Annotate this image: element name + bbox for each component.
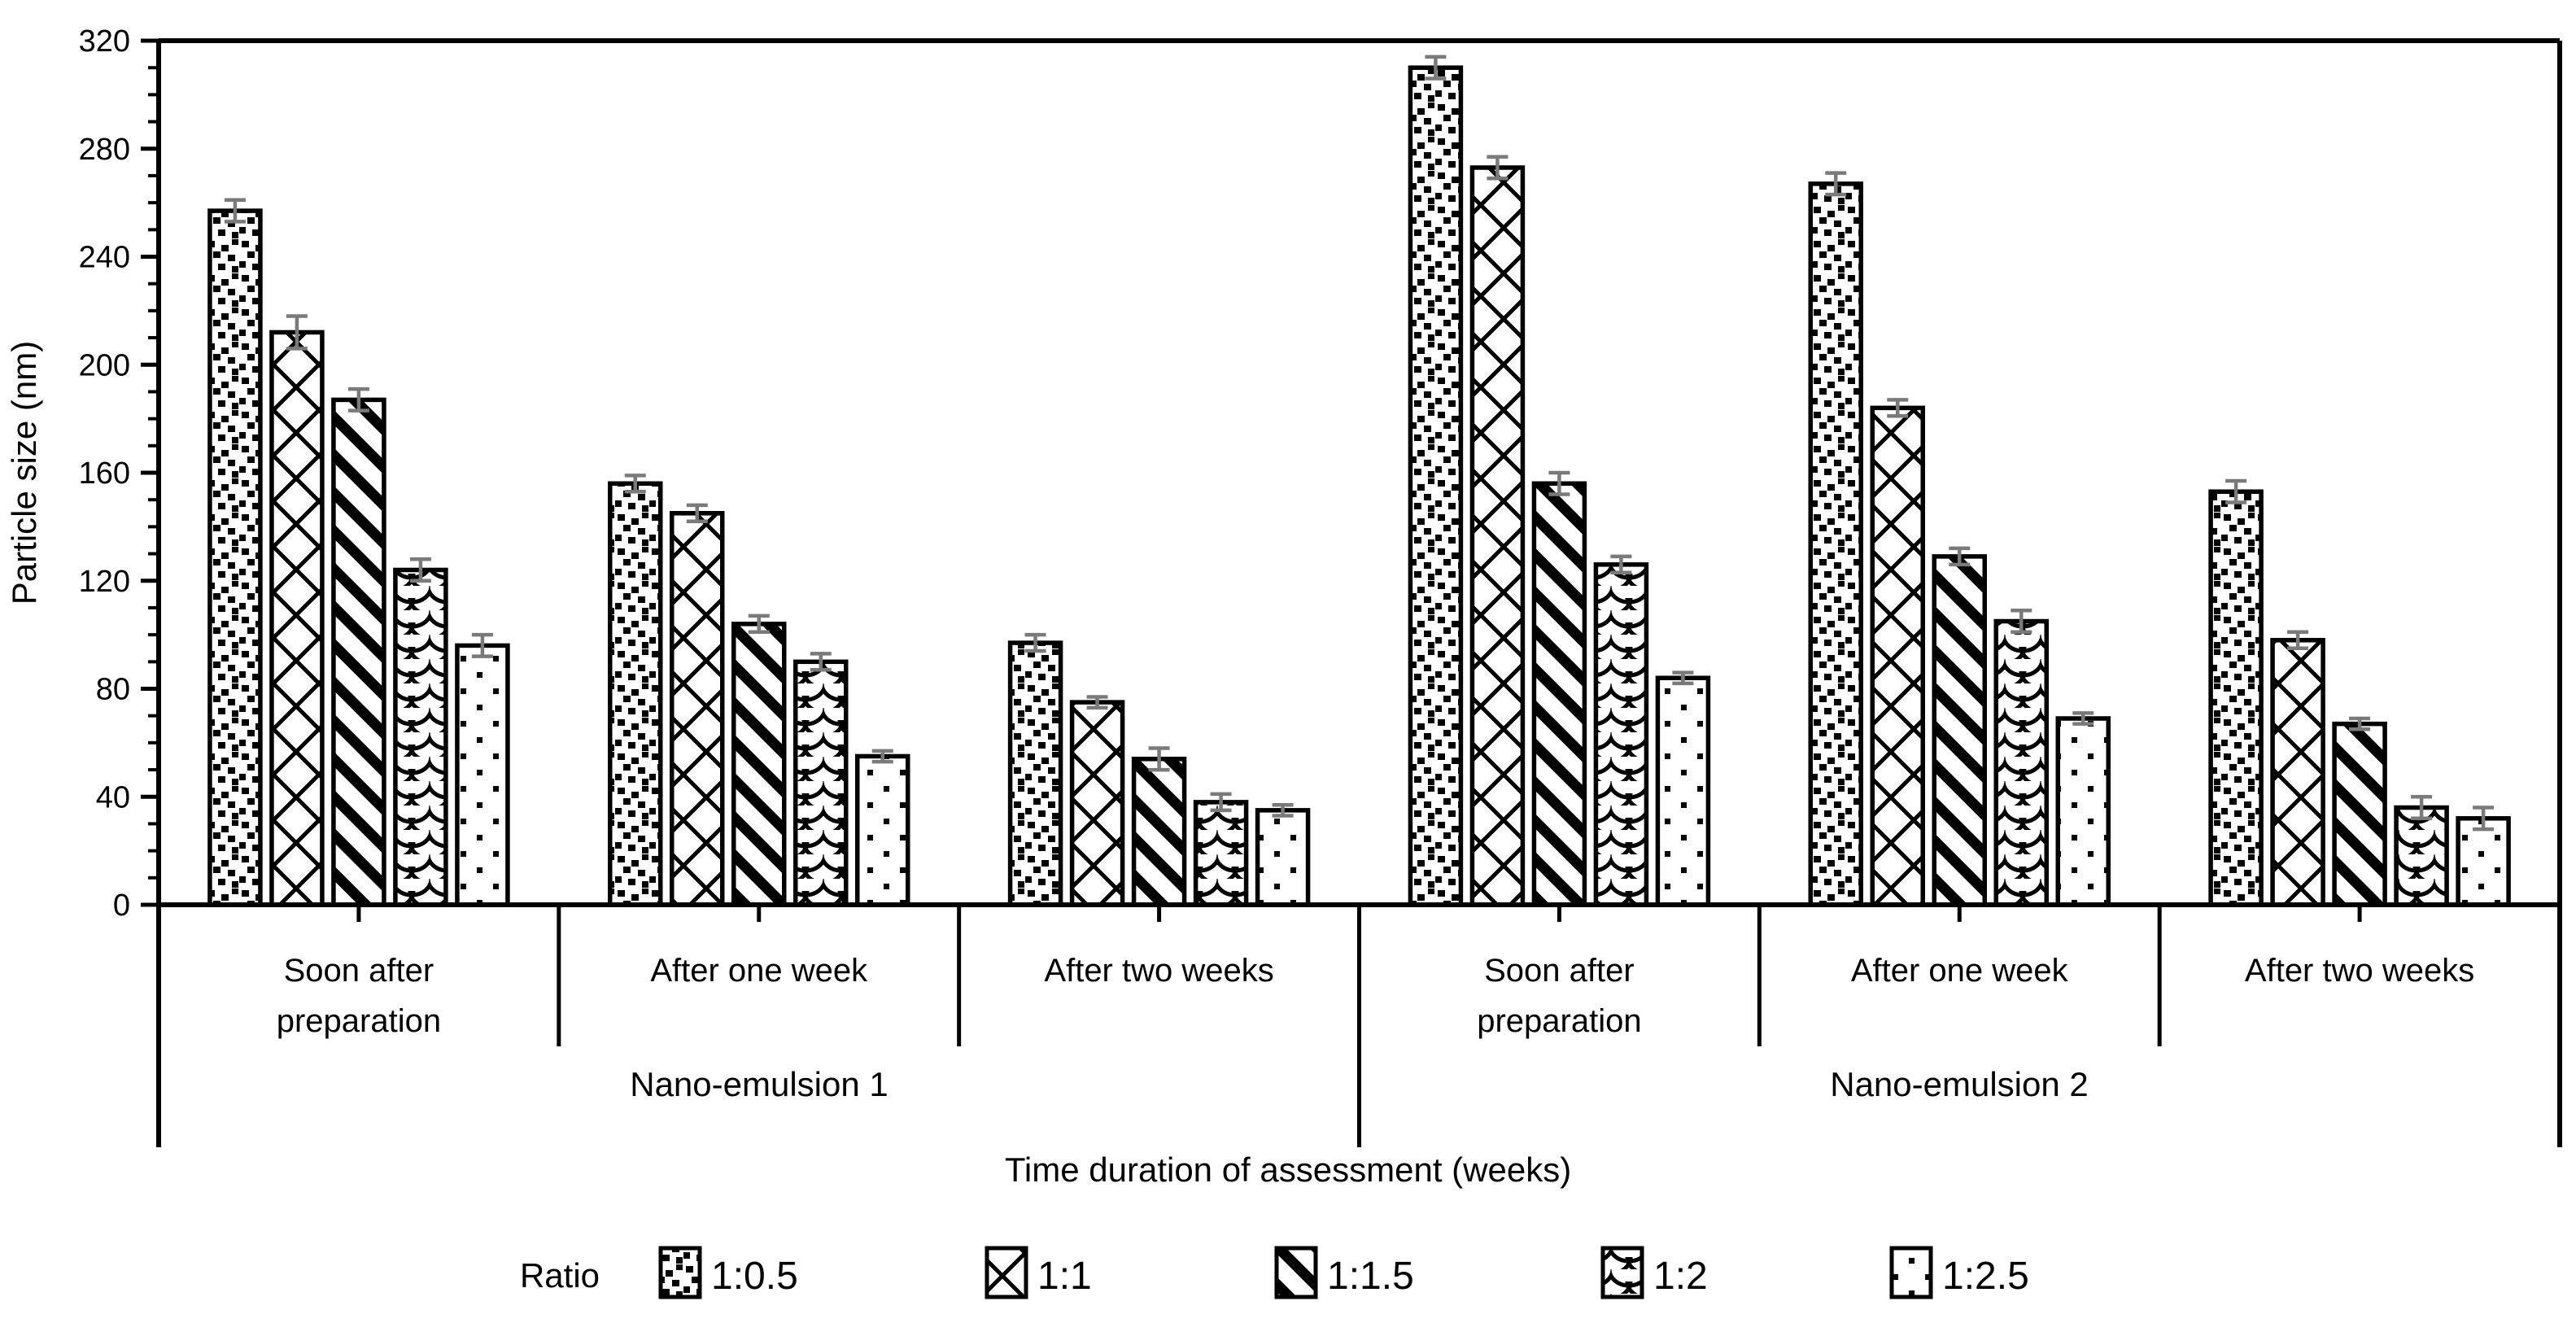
error-bar (1548, 470, 1570, 496)
bar-crosshatch (1469, 165, 1526, 907)
error-bar (1148, 746, 1170, 772)
category-label: After two weeks (2245, 953, 2474, 989)
bar-fish-scale (1993, 618, 2049, 907)
bar-sparse-dots (1655, 675, 1711, 907)
legend-label: 1:2 (1653, 1255, 1708, 1298)
error-bar (1272, 802, 1294, 818)
bar-crosshatch (2270, 638, 2325, 907)
error-bar (748, 613, 770, 635)
error-bar (686, 503, 708, 523)
plot-area: 0 40 80 120 160 200 240 280 320 Soon after prepara… (79, 24, 2562, 1147)
bar-diagonal-stripes (1131, 757, 1187, 907)
legend-swatch-crosshatch-icon (985, 1246, 1028, 1299)
y-tick-label: 120 (79, 565, 130, 599)
bar-diagonal-stripes (1932, 554, 1987, 907)
error-bar (286, 314, 308, 351)
error-bar (871, 749, 893, 764)
bar-sparse-dots (855, 753, 910, 907)
bar-crosshatch (670, 511, 725, 907)
legend-swatch-sparse-dots-icon (1889, 1246, 1933, 1299)
y-tick-label: 200 (79, 348, 130, 382)
bar-diagonal-stripes (731, 622, 787, 907)
legend-label: 1:2.5 (1942, 1255, 2029, 1298)
y-tick-label: 40 (96, 780, 130, 814)
legend-label: 1:1 (1037, 1255, 1092, 1298)
legend-label: 1:0.5 (711, 1255, 798, 1298)
error-bar (1425, 55, 1447, 81)
error-bar (1086, 695, 1108, 710)
category-label: Soon after preparation (277, 953, 441, 1039)
error-bar (1887, 398, 1909, 418)
bar-dense-dots (2208, 489, 2264, 907)
error-bar (471, 632, 493, 658)
bar-crosshatch (1870, 405, 1925, 907)
error-bar (409, 557, 431, 583)
error-bar (2349, 716, 2371, 731)
bar-fish-scale (1193, 800, 1249, 907)
legend-swatch-dense-dots-icon (658, 1246, 702, 1299)
bar-fish-scale (793, 659, 849, 907)
y-tick-label: 240 (79, 241, 130, 275)
y-tick-label: 160 (79, 456, 130, 491)
error-bar (1210, 792, 1232, 813)
error-bar (1825, 171, 1847, 197)
bar-fish-scale (393, 567, 448, 907)
error-bar (1949, 546, 1971, 567)
legend-title: Ratio (520, 1256, 600, 1295)
y-tick-label: 80 (96, 673, 130, 707)
bar-dense-dots (207, 208, 263, 907)
legend-swatch-diagonal-stripes-icon (1274, 1246, 1318, 1299)
error-bar (810, 652, 832, 672)
bar-diagonal-stripes (1531, 481, 1587, 907)
category-label: Soon after preparation (1477, 953, 1641, 1039)
category-label: After two weeks (1044, 953, 1273, 989)
error-bar (1024, 632, 1046, 653)
error-bar (624, 474, 646, 494)
bar-diagonal-stripes (331, 397, 386, 907)
error-bar (224, 198, 246, 224)
error-bar (2225, 478, 2247, 504)
bar-sparse-dots (2055, 716, 2111, 907)
error-bar (2473, 806, 2495, 832)
group-label-nano-emulsion-2: Nano-emulsion 2 (1830, 1065, 2089, 1103)
y-tick-label: 0 (113, 889, 130, 923)
category-label: After one week (1851, 953, 2069, 989)
bar-dense-dots (1007, 640, 1063, 907)
y-axis-title: Particle size (nm) (5, 341, 43, 605)
error-bar (1672, 670, 1694, 686)
bar-dense-dots (608, 481, 663, 907)
category-label: After one week (650, 953, 868, 989)
bar-sparse-dots (455, 643, 510, 907)
bar-diagonal-stripes (2332, 721, 2387, 907)
error-bar (347, 386, 369, 413)
error-bar (1487, 155, 1508, 181)
error-bar (2411, 795, 2433, 821)
bar-fish-scale (1593, 562, 1649, 907)
legend: Ratio 1:0.5 1:1 1:1.5 1:2 1:2.5 (520, 1246, 2029, 1299)
bar-sparse-dots (1255, 808, 1311, 907)
x-axis-title: Time duration of assessment (weeks) (1005, 1151, 1571, 1189)
error-bar (2011, 609, 2032, 635)
y-tick-label: 320 (79, 24, 130, 59)
bar-sparse-dots (2456, 816, 2511, 907)
error-bar (1610, 554, 1632, 575)
bar-dense-dots (1408, 65, 1464, 907)
legend-swatch-fish-scale-icon (1600, 1246, 1644, 1299)
bar-fish-scale (2394, 805, 2449, 907)
bar-dense-dots (1808, 181, 1863, 907)
bar-crosshatch (269, 330, 325, 907)
group-label-nano-emulsion-1: Nano-emulsion 1 (630, 1065, 889, 1103)
error-bar (2287, 630, 2309, 650)
y-tick-label: 280 (79, 133, 130, 167)
legend-label: 1:1.5 (1327, 1255, 1414, 1298)
bar-crosshatch (1069, 700, 1125, 907)
error-bar (2072, 711, 2094, 726)
